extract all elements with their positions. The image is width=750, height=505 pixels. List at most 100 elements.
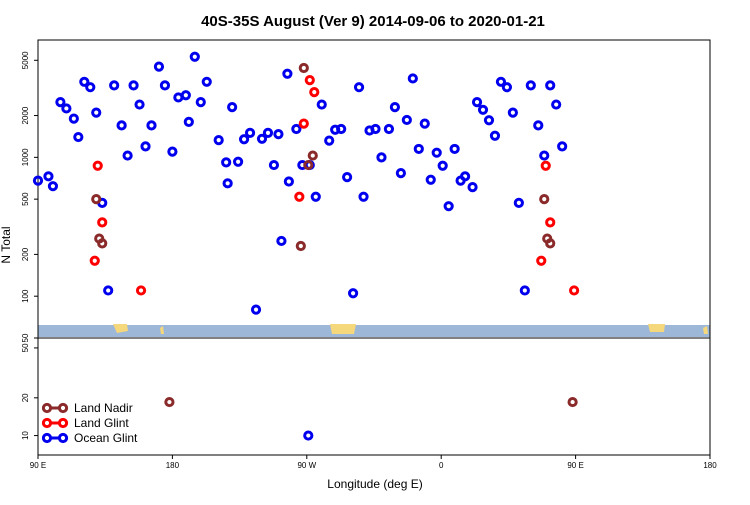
data-point — [310, 191, 321, 202]
legend-marker — [57, 432, 69, 444]
x-tick-label: 90 E — [567, 461, 583, 470]
y-tick-label: 200 — [21, 247, 30, 261]
data-point — [250, 304, 262, 315]
data-point — [539, 194, 550, 205]
data-point — [477, 104, 489, 115]
series-land-nadir — [91, 62, 556, 252]
data-point — [244, 127, 256, 138]
data-point — [79, 76, 90, 87]
data-point — [91, 107, 102, 118]
data-point — [431, 147, 442, 158]
data-point — [89, 255, 100, 266]
data-point — [513, 197, 524, 208]
data-point — [282, 68, 293, 79]
data-point — [189, 51, 200, 62]
legend-marker — [41, 417, 53, 429]
data-point — [291, 123, 302, 135]
data-point — [569, 285, 580, 296]
data-point — [32, 175, 44, 186]
x-axis-label: Longitude (deg E) — [327, 477, 422, 491]
x-axis: 90 E 180 90 W 0 90 E 180 — [30, 455, 717, 470]
y-tick-label: 50 — [21, 343, 30, 352]
legend-label: Land Nadir — [74, 401, 133, 415]
data-point — [153, 61, 165, 72]
y-tick-label: 500 — [21, 192, 30, 206]
data-point — [295, 240, 306, 252]
data-point — [103, 285, 114, 296]
data-point — [303, 159, 314, 171]
data-point — [47, 181, 59, 192]
data-point — [92, 160, 103, 171]
data-point — [213, 135, 224, 146]
land-patch — [330, 324, 356, 334]
y-tick-label: 50 — [21, 333, 30, 342]
data-point — [507, 107, 518, 118]
y-tick-label: 1000 — [21, 148, 30, 166]
data-point — [449, 143, 460, 155]
data-point — [443, 201, 454, 212]
legend-item: Land Glint — [41, 416, 129, 430]
data-point — [425, 174, 436, 185]
data-point — [309, 87, 320, 98]
y-tick-label: 10 — [21, 431, 30, 440]
legend-marker — [41, 402, 53, 414]
legend-marker — [57, 417, 69, 429]
data-point — [545, 217, 556, 228]
series-ocean-glint — [303, 430, 314, 441]
data-point — [483, 115, 495, 126]
data-point — [383, 123, 395, 135]
data-point — [540, 160, 551, 171]
data-point — [437, 160, 448, 171]
land-patch — [703, 326, 708, 334]
legend-item: Land Nadir — [41, 401, 133, 415]
land-patch — [160, 326, 164, 334]
data-point — [353, 82, 365, 93]
data-point — [164, 396, 175, 408]
data-point — [97, 238, 108, 249]
x-tick-label: 180 — [166, 461, 180, 470]
data-point — [536, 255, 547, 266]
data-point — [146, 120, 157, 131]
data-point — [134, 99, 145, 110]
data-point — [401, 114, 412, 126]
data-point — [467, 182, 478, 193]
data-point — [256, 133, 268, 144]
data-point — [358, 191, 369, 202]
data-point — [109, 80, 120, 91]
data-point — [533, 120, 544, 131]
data-point — [370, 123, 381, 135]
data-point — [419, 118, 430, 129]
data-point — [304, 75, 315, 86]
data-point — [324, 135, 335, 146]
legend-item: Ocean Glint — [41, 431, 138, 445]
legend-marker — [41, 432, 53, 444]
data-point — [407, 73, 418, 84]
data-point — [495, 76, 507, 87]
series-ocean-glint — [32, 51, 568, 315]
bottom-panel: 10 20 50 — [21, 337, 711, 456]
series-land-nadir — [164, 396, 578, 408]
data-point — [525, 80, 536, 91]
data-point — [545, 80, 556, 91]
data-point — [195, 96, 206, 108]
data-point — [389, 102, 401, 113]
data-point — [91, 194, 102, 205]
legend-label: Land Glint — [74, 416, 129, 430]
x-tick-label: 90 W — [297, 461, 316, 470]
y-axis-label: N Total — [0, 226, 13, 263]
legend-label: Ocean Glint — [74, 431, 138, 445]
data-point — [307, 150, 318, 161]
data-point — [413, 143, 424, 155]
data-point — [85, 82, 96, 93]
data-point — [238, 134, 250, 145]
data-point — [557, 141, 568, 152]
bottom-panel-frame — [37, 337, 711, 456]
data-point — [221, 157, 232, 168]
data-point — [519, 285, 530, 296]
x-tick-label: 180 — [703, 461, 717, 470]
data-point — [122, 150, 133, 161]
data-point — [140, 141, 151, 152]
y-tick-label: 20 — [21, 393, 30, 402]
y-tick-label: 5000 — [21, 51, 30, 69]
